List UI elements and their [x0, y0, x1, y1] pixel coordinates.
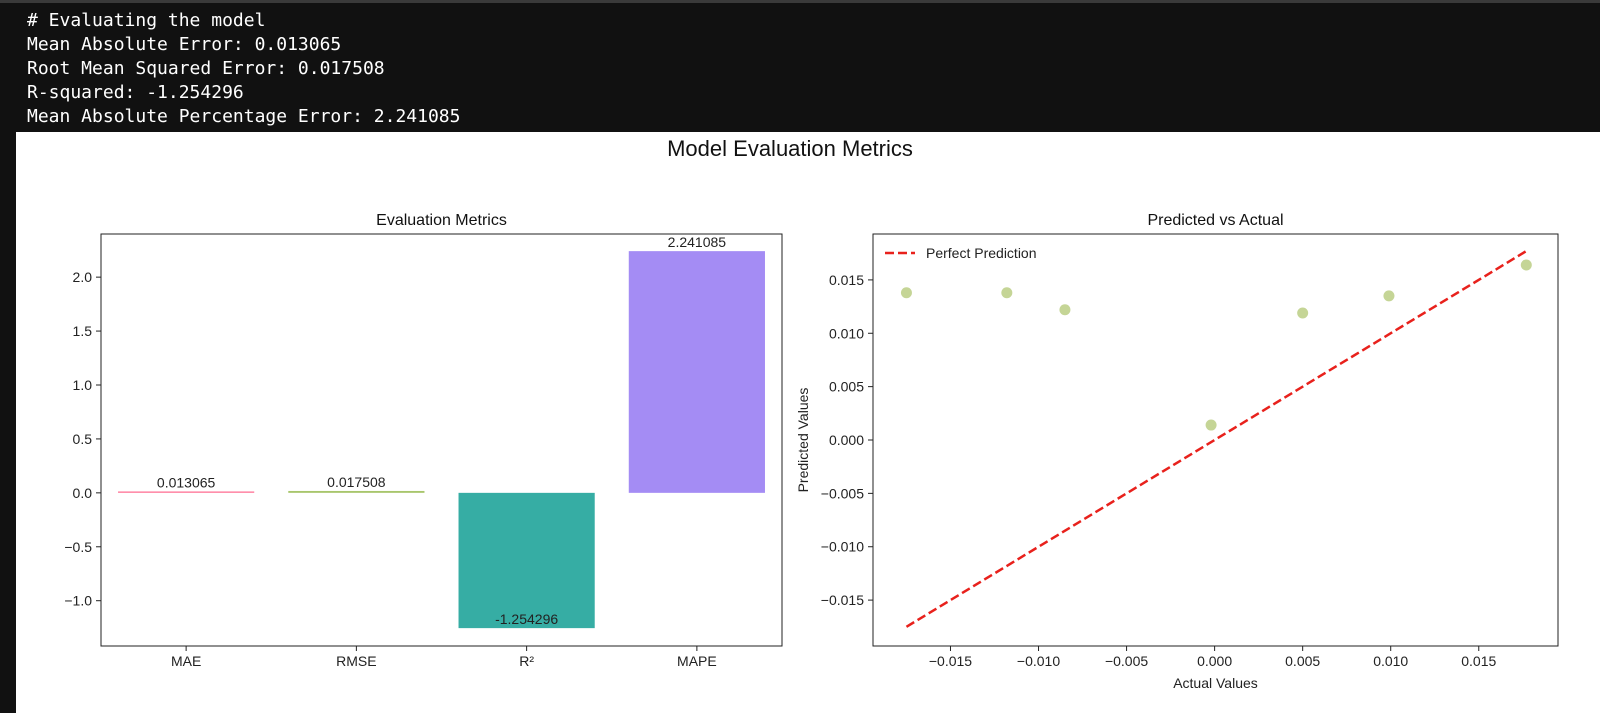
- bar-1: [288, 490, 425, 493]
- y-tick-label: 0.5: [73, 431, 93, 447]
- y-axis-label: Predicted Values: [795, 388, 811, 493]
- terminal-line: Mean Absolute Percentage Error: 2.241085: [27, 106, 461, 127]
- x-tick-label: −0.015: [929, 653, 972, 669]
- y-tick-label: 1.0: [73, 377, 93, 393]
- x-tick-label: 0.000: [1197, 653, 1232, 669]
- x-tick-label: R²: [519, 653, 534, 669]
- y-tick-label: −0.010: [821, 539, 864, 555]
- bar-value-label: 0.013065: [157, 474, 216, 490]
- y-tick-label: −0.005: [821, 485, 864, 501]
- x-tick-label: −0.010: [1017, 653, 1060, 669]
- y-tick-label: 0.005: [829, 379, 864, 395]
- scatter-point: [1205, 419, 1217, 431]
- terminal-line: # Evaluating the model: [27, 10, 266, 31]
- scatter-chart-title: Predicted vs Actual: [1147, 212, 1283, 229]
- scatter-chart: Predicted vs Actual −0.015 −0.010 −0.005 0.0…: [795, 212, 1559, 691]
- terminal-line: Mean Absolute Error: 0.013065: [27, 34, 342, 55]
- figure-suptitle: Model Evaluation Metrics: [667, 136, 913, 161]
- figure-output: Model Evaluation Metrics Evaluation Metr…: [16, 132, 1600, 713]
- y-tick-label: −0.015: [821, 592, 864, 608]
- terminal-line: Root Mean Squared Error: 0.017508: [27, 58, 385, 79]
- bar-chart: Evaluation Metrics −1.0 −0.5 0.0 0.5 1.0 1.5 2.…: [64, 212, 783, 669]
- scatter-point: [1001, 287, 1013, 299]
- top-divider: [0, 0, 1600, 3]
- y-tick-label: 0.015: [829, 272, 864, 288]
- terminal-output: # Evaluating the model Mean Absolute Err…: [0, 3, 1600, 132]
- bar-value-label: 2.241085: [668, 234, 727, 250]
- y-tick-label: 1.5: [73, 323, 93, 339]
- x-tick-label: MAE: [171, 653, 201, 669]
- y-tick-label: 0.010: [829, 325, 864, 341]
- scatter-point: [1297, 307, 1309, 319]
- y-tick-label: 0.000: [829, 432, 864, 448]
- bar-2: [458, 492, 595, 629]
- bar-0: [118, 491, 255, 493]
- x-tick-label: −0.005: [1105, 653, 1148, 669]
- y-tick-label: −1.0: [64, 593, 92, 609]
- x-tick-label: 0.010: [1373, 653, 1408, 669]
- x-tick-label: 0.015: [1461, 653, 1496, 669]
- legend-label: Perfect Prediction: [926, 245, 1037, 261]
- x-tick-label: MAPE: [677, 653, 717, 669]
- bar-value-label: 0.017508: [327, 474, 386, 490]
- scatter-point: [1520, 259, 1532, 271]
- y-tick-label: 0.0: [73, 485, 93, 501]
- bar-3: [628, 251, 765, 493]
- terminal-line: R-squared: -1.254296: [27, 82, 244, 103]
- bar-value-label: -1.254296: [495, 611, 558, 627]
- scatter-point: [1383, 290, 1395, 302]
- bar-chart-frame: [100, 233, 783, 647]
- y-tick-label: 2.0: [73, 269, 93, 285]
- scatter-point: [1059, 304, 1071, 316]
- figure-canvas: Model Evaluation Metrics Evaluation Metr…: [64, 136, 1559, 691]
- perfect-prediction-line: [905, 250, 1527, 628]
- y-tick-label: −0.5: [64, 539, 92, 555]
- scatter-point: [900, 287, 912, 299]
- x-tick-label: RMSE: [336, 653, 376, 669]
- x-axis-label: Actual Values: [1173, 675, 1258, 691]
- bar-chart-title: Evaluation Metrics: [376, 212, 507, 229]
- x-tick-label: 0.005: [1285, 653, 1320, 669]
